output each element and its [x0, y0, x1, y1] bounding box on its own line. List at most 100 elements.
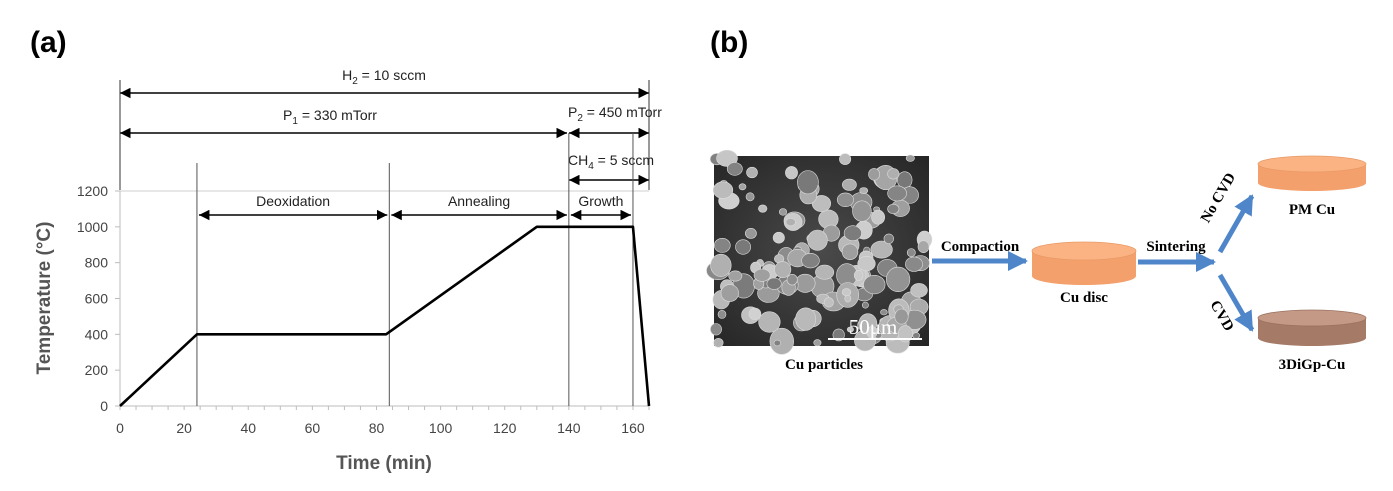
sem-particle: [766, 277, 782, 290]
sem-particle: [841, 288, 852, 297]
sintering-label: Sintering: [1146, 239, 1206, 255]
p2-label: P2 = 450 mTorr: [568, 104, 662, 124]
h2-label: H2 = 10 sccm: [342, 67, 426, 87]
sem-caption: Cu particles: [785, 357, 863, 373]
sem-particle: [836, 192, 854, 208]
y-tick-label: 800: [85, 255, 109, 271]
x-tick-label: 160: [621, 420, 645, 436]
sem-particle: [795, 307, 817, 331]
y-tick-label: 200: [85, 362, 109, 378]
stage-label: Growth: [578, 193, 623, 209]
y-tick-label: 400: [85, 326, 109, 342]
x-tick-label: 140: [557, 420, 581, 436]
x-tick-label: 100: [429, 420, 453, 436]
sem-particle: [880, 309, 888, 316]
sem-particle: [887, 185, 907, 202]
sem-particle: [853, 269, 864, 281]
sem-particle: [857, 256, 876, 272]
sem-particle: [713, 237, 731, 253]
panel-b: (b) 50μm Cu particles Compaction Cu disc…: [706, 26, 1367, 373]
compaction-label: Compaction: [941, 239, 1020, 255]
sem-image: 50μm: [706, 149, 933, 355]
sem-particle: [823, 297, 834, 308]
sem-particle: [753, 268, 771, 282]
sem-particle: [738, 183, 747, 191]
ch4-label: CH4 = 5 sccm: [568, 152, 654, 172]
x-tick-label: 0: [116, 420, 124, 436]
sem-particle: [842, 178, 857, 191]
x-tick-label: 120: [493, 420, 517, 436]
sem-particle: [786, 274, 798, 286]
sem-particle: [778, 208, 787, 216]
sem-particle: [769, 327, 794, 355]
sem-particle: [910, 283, 928, 298]
sem-particle: [710, 253, 732, 277]
sem-particle: [710, 323, 722, 336]
sem-particle: [868, 168, 880, 181]
stage-label: Annealing: [448, 193, 510, 209]
cvd-label: CVD: [1206, 298, 1236, 334]
sem-particle: [748, 307, 762, 320]
sem-particle: [841, 243, 859, 261]
temperature-chart: 0 20 40 60 80 100 120 140 160 0 200 400 600 800 1000 12…: [77, 133, 651, 436]
x-tick-label: 40: [240, 420, 256, 436]
panel-a-label: (a): [30, 26, 67, 59]
y-axis-title: Temperature (°C): [34, 222, 55, 375]
sem-particle: [801, 253, 820, 269]
panel-b-label: (b): [710, 26, 748, 59]
no-cvd-label: No CVD: [1198, 170, 1239, 225]
sem-particle: [885, 266, 911, 293]
cu-disc: [1031, 241, 1137, 285]
stage-label: Deoxidation: [256, 193, 330, 209]
sem-particle: [832, 328, 845, 342]
p1-label: P1 = 330 mTorr: [283, 107, 377, 127]
sem-particle: [843, 225, 862, 241]
sem-particle: [720, 284, 739, 302]
sem-particle: [716, 149, 738, 167]
x-tick-label: 20: [176, 420, 192, 436]
sem-particle: [807, 229, 828, 251]
sem-particle: [728, 270, 743, 282]
x-tick-label: 60: [305, 420, 321, 436]
3digp-cu-disc: [1257, 309, 1367, 346]
sem-particle: [746, 166, 758, 179]
sem-particle: [887, 203, 900, 215]
sem-particle: [917, 240, 930, 253]
sem-particle: [758, 311, 781, 333]
sem-particle: [871, 209, 885, 225]
sem-particle: [846, 326, 854, 333]
y-tick-label: 1000: [77, 219, 108, 235]
panel-a: (a) H2 = 10 sccm P1 = 330 mTorr P2 = 450…: [30, 26, 662, 474]
y-tick-label: 1200: [77, 183, 108, 199]
sem-particle: [839, 153, 852, 165]
no-cvd-arrow: [1217, 194, 1255, 254]
cvd-arrow: [1217, 273, 1255, 332]
y-tick-label: 0: [100, 398, 108, 414]
sem-particle: [774, 261, 792, 278]
sem-particle: [758, 204, 768, 213]
y-tick-label: 600: [85, 291, 109, 307]
sem-particle: [797, 170, 819, 195]
sem-particle: [844, 294, 852, 303]
pm-cu-label: PM Cu: [1289, 202, 1335, 218]
scale-bar-label: 50μm: [849, 315, 898, 339]
sem-particle: [717, 309, 727, 319]
sem-particle: [726, 162, 743, 176]
sem-particle: [863, 275, 886, 295]
sem-particle: [852, 200, 872, 222]
sem-particle: [785, 218, 796, 227]
sem-particle: [815, 264, 835, 280]
sem-particle: [912, 332, 921, 339]
sem-particle: [905, 154, 915, 162]
sem-particle: [735, 239, 751, 255]
sem-particle: [713, 337, 724, 348]
x-axis-title: Time (min): [336, 453, 432, 474]
x-tick-label: 80: [369, 420, 385, 436]
sem-particle: [859, 187, 869, 194]
pm-cu-disc: [1257, 155, 1367, 191]
sem-particle: [870, 240, 893, 259]
sem-particle: [905, 256, 923, 272]
sem-particle: [887, 168, 900, 180]
sem-particle: [785, 166, 798, 180]
